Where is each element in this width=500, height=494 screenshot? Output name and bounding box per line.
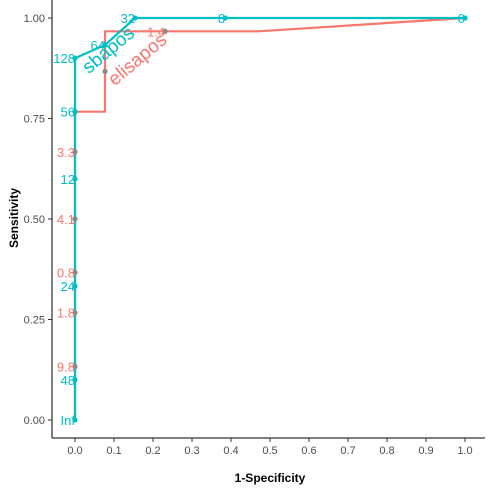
elisapos-point	[72, 363, 78, 370]
sbapos-point	[102, 42, 108, 48]
sbapos-cutoff-label: 48	[61, 373, 75, 388]
x-tick-label: 0.9	[418, 445, 433, 457]
elisapos-cutoff-label: 3.3	[57, 145, 75, 160]
elisapos-point	[72, 216, 78, 222]
x-axis-title: 1-Specificity	[235, 471, 306, 485]
elisapos-cutoff-label: 0.8	[57, 265, 75, 280]
elisapos-cutoff-label: 9.8	[57, 360, 75, 375]
x-tick-label: 0.3	[184, 445, 199, 457]
x-tick-label: 0.1	[106, 445, 121, 457]
elisapos-roc-line	[73, 16, 466, 420]
y-tick-label: 0.25	[24, 315, 45, 327]
sbapos-cutoff-label: 128	[53, 51, 75, 66]
x-tick-label: 0.0	[67, 445, 82, 457]
sbapos-point	[222, 15, 228, 21]
sbapos-point	[462, 15, 468, 21]
sbapos-cutoff-label: 24	[61, 279, 75, 294]
sbapos-point	[72, 283, 78, 289]
axes: 0.0 0.1 0.2 0.3 0.4 0.5 0.6 0.7 0.8 0.9 1.0 0.00 0.2…	[24, 0, 485, 457]
elisapos-point	[72, 310, 78, 316]
x-tick-label: 0.4	[223, 445, 238, 457]
x-tick-label: 0.8	[379, 445, 394, 457]
sbapos-cutoff-label: 64	[91, 38, 105, 53]
x-tick-label: 0.2	[145, 445, 160, 457]
y-tick-label: 0.75	[24, 114, 45, 126]
sbapos-point	[72, 417, 78, 423]
elisapos-point	[72, 269, 78, 276]
sbapos-cutoff-label: 12	[61, 172, 75, 187]
y-tick-label: 0.00	[24, 415, 45, 427]
sbapos-point	[72, 55, 78, 61]
x-tick-label: 0.7	[340, 445, 355, 457]
elisapos-point	[162, 28, 168, 34]
sbapos-roc-line	[73, 16, 465, 420]
elisapos-cutoff-label: 1.4	[147, 24, 165, 39]
sbapos-cutoff-label: 56	[61, 105, 75, 120]
sbapos-point	[72, 377, 78, 383]
elisapos-point	[72, 149, 78, 155]
y-axis-title: Sensitivity	[7, 188, 21, 248]
sbapos-cutoff-label: 0	[458, 11, 465, 26]
sbapos-cutoff-label: 8	[218, 11, 225, 26]
sbapos-cutoff-label: 32	[121, 11, 135, 26]
sbapos-point	[132, 15, 138, 21]
elisapos-point	[102, 68, 108, 75]
x-tick-label: 1.0	[457, 445, 472, 457]
elisapos-cutoff-label: 1.8	[57, 306, 75, 321]
sbapos-point	[72, 176, 78, 182]
x-tick-label: 0.5	[262, 445, 277, 457]
x-tick-label: 0.6	[301, 445, 316, 457]
y-tick-label: 1.00	[24, 13, 45, 25]
elisapos-cutoff-label: 4.1	[57, 212, 75, 227]
sbapos-point	[72, 109, 78, 115]
sbapos-cutoff-label: Inf	[61, 413, 76, 428]
y-tick-label: 0.50	[24, 214, 45, 226]
